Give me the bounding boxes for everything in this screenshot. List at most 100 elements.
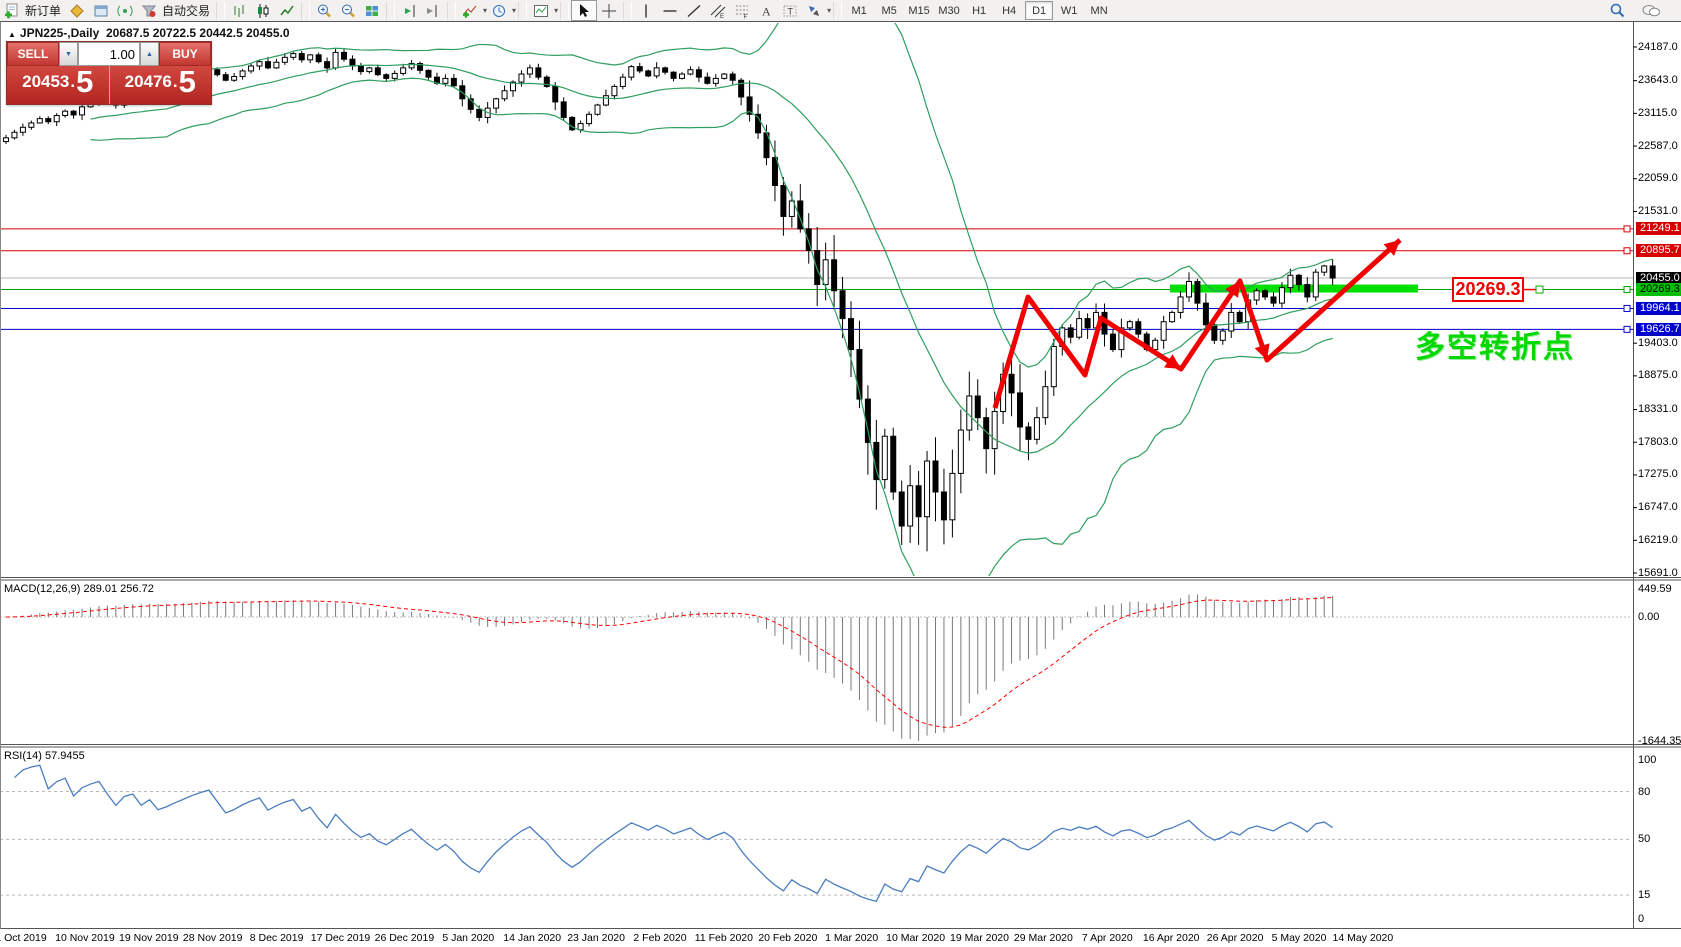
one-click-trading-panel: SELL ▼ 1.00 ▲ BUY 20453 . 5 20476 . 5 (6, 41, 212, 105)
support-price-annotation[interactable]: 20269.3 (1452, 277, 1524, 302)
rsi-indicator-label: RSI(14) 57.9455 (4, 750, 85, 762)
date-tick-label: 19 Mar 2020 (950, 932, 1009, 944)
timeframe-mn[interactable]: MN (1090, 4, 1108, 17)
new-order-label[interactable]: 新订单 (25, 4, 62, 18)
arrows-tool-icon[interactable] (802, 1, 826, 20)
indicators-icon[interactable] (458, 1, 482, 20)
bollinger-band-line (90, 63, 1333, 454)
autotrade-icon[interactable] (137, 1, 161, 20)
sell-price-frac: 5 (76, 64, 94, 99)
price-tick-label: 24187.0 (1638, 40, 1678, 53)
timeframe-m30[interactable]: M30 (938, 4, 960, 17)
tile-windows-icon[interactable] (360, 1, 384, 20)
date-tick-label: 14 Jan 2020 (503, 932, 562, 944)
toolbar-separator (623, 2, 633, 19)
vertical-line-tool-icon[interactable] (634, 1, 658, 20)
indicators-dropdown-icon[interactable]: ▾ (483, 6, 488, 15)
date-tick-label: 26 Dec 2019 (374, 932, 435, 944)
date-tick-label: 1 Oct 2019 (0, 932, 47, 944)
sell-price[interactable]: 20453 . 5 (7, 66, 109, 104)
bollinger-band-line (90, 77, 1333, 576)
sell-button[interactable]: SELL (7, 42, 59, 66)
date-tick-label: 7 Apr 2020 (1081, 932, 1133, 944)
fibonacci-tool-icon[interactable]: F (730, 1, 754, 20)
horizontal-line-tool-icon[interactable] (658, 1, 682, 20)
date-tick-label: 28 Nov 2019 (182, 932, 243, 944)
volume-decrease-button[interactable]: ▼ (59, 42, 78, 66)
toolbar-separator (518, 2, 528, 19)
periods-icon[interactable] (487, 1, 511, 20)
arrowhead-icon (1254, 343, 1270, 360)
templates-icon[interactable] (529, 1, 553, 20)
support-band-annotation[interactable] (1170, 284, 1418, 293)
date-tick-label: 29 Mar 2020 (1013, 932, 1073, 944)
price-tick-label: 17275.0 (1638, 468, 1678, 481)
price-tick-label: 17803.0 (1638, 435, 1678, 448)
zoom-out-icon[interactable] (336, 1, 360, 20)
buy-price[interactable]: 20476 . 5 (108, 66, 211, 104)
bollinger-band-line (90, 23, 1333, 368)
date-tick-label: 2 Feb 2020 (633, 932, 687, 944)
signals-icon[interactable] (113, 1, 137, 20)
market-watch-icon[interactable] (65, 1, 89, 20)
new-order-button[interactable] (0, 1, 24, 20)
macd-tick-label: 449.59 (1638, 583, 1672, 595)
bar-chart-icon[interactable] (227, 1, 251, 20)
date-tick-label: 14 May 2020 (1332, 932, 1394, 944)
date-tick-label: 17 Dec 2019 (310, 932, 371, 944)
date-tick-label: 11 Feb 2020 (694, 932, 753, 944)
crosshair-icon[interactable] (597, 1, 621, 20)
hline-marker-icon[interactable] (1535, 285, 1544, 294)
autotrade-label[interactable]: 自动交易 (162, 4, 211, 18)
price-level-label: 20269.3 (1636, 283, 1681, 297)
turning-point-annotation[interactable]: 多空转折点 (1415, 331, 1575, 364)
timeframe-d1[interactable]: D1 (1025, 1, 1054, 20)
search-icon[interactable] (1605, 1, 1629, 20)
rsi-tick-label: 50 (1638, 833, 1651, 846)
price-tick-label: 19403.0 (1638, 336, 1678, 349)
cursor-icon[interactable] (571, 0, 598, 21)
templates-dropdown-icon[interactable]: ▾ (554, 6, 559, 15)
chart-shift-icon[interactable] (421, 1, 445, 20)
timeframe-m15[interactable]: M15 (908, 4, 930, 17)
toolbar-separator (301, 2, 311, 19)
volume-input[interactable]: 1.00 (78, 42, 140, 66)
chart-title: ▲ JPN225-,Daily 20687.5 20722.5 20442.5 2… (8, 26, 290, 40)
data-window-icon[interactable] (89, 1, 113, 20)
auto-scroll-icon[interactable] (397, 1, 421, 20)
volume-increase-button[interactable]: ▲ (140, 42, 159, 66)
svg-text:E: E (720, 14, 724, 19)
chart-symbol-period: JPN225-,Daily (19, 26, 100, 40)
date-tick-label: 5 May 2020 (1271, 932, 1327, 944)
line-chart-icon[interactable] (275, 1, 299, 20)
buy-button[interactable]: BUY (159, 42, 211, 66)
toolbar-separator (833, 2, 843, 19)
arrowhead-icon (1225, 281, 1240, 298)
buy-price-dot: . (172, 72, 178, 91)
periods-dropdown-icon[interactable]: ▾ (512, 6, 517, 15)
channel-tool-icon[interactable]: E (706, 1, 730, 20)
timeframe-h1[interactable]: H1 (972, 4, 987, 17)
timeframe-h4[interactable]: H4 (1002, 4, 1017, 17)
zoom-in-icon[interactable] (312, 1, 336, 20)
toolbar-separator (386, 2, 396, 19)
current-price-label: 20455.0 (1636, 271, 1681, 285)
chat-icon[interactable] (1639, 1, 1663, 20)
trendline-tool-icon[interactable] (682, 1, 706, 20)
window-marker-icon: ▲ (8, 30, 16, 39)
price-level-label: 20895.7 (1636, 244, 1681, 258)
timeframe-m5[interactable]: M5 (881, 4, 897, 17)
timeframe-w1[interactable]: W1 (1060, 4, 1078, 17)
text-label-tool-icon[interactable]: T (778, 1, 802, 20)
arrows-dropdown-icon[interactable]: ▾ (827, 6, 832, 15)
price-tick-label: 21531.0 (1638, 204, 1678, 217)
hline-marker-icon (1623, 286, 1631, 294)
date-tick-label: 26 Apr 2020 (1206, 932, 1264, 944)
text-tool-icon[interactable]: A (754, 1, 778, 20)
date-tick-label: 10 Nov 2019 (55, 932, 115, 944)
date-tick-label: 20 Feb 2020 (758, 932, 818, 944)
candlestick-chart-icon[interactable] (251, 1, 275, 20)
timeframe-m1[interactable]: M1 (851, 4, 867, 17)
